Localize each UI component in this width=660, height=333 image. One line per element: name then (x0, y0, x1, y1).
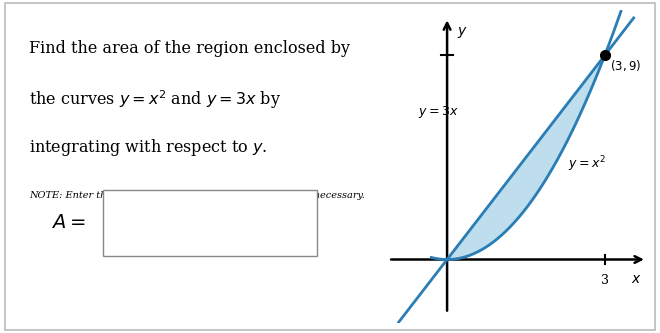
Text: $y = x^2$: $y = x^2$ (568, 155, 606, 174)
Text: $A =$: $A =$ (51, 214, 86, 232)
Text: Find the area of the region enclosed by: Find the area of the region enclosed by (29, 40, 350, 57)
Text: 3: 3 (601, 274, 609, 287)
Text: $(3, 9)$: $(3, 9)$ (610, 58, 641, 73)
Text: the curves $y = x^2$ and $y = 3x$ by: the curves $y = x^2$ and $y = 3x$ by (29, 88, 281, 111)
Text: $x$: $x$ (632, 272, 642, 286)
Text: $y = 3x$: $y = 3x$ (418, 104, 459, 120)
Text: $y$: $y$ (457, 25, 467, 40)
Text: NOTE: Enter the exact answer as an improper fraction if necessary.: NOTE: Enter the exact answer as an impro… (29, 191, 365, 200)
Bar (103, 190, 317, 256)
Text: integrating with respect to $y$.: integrating with respect to $y$. (29, 137, 267, 158)
